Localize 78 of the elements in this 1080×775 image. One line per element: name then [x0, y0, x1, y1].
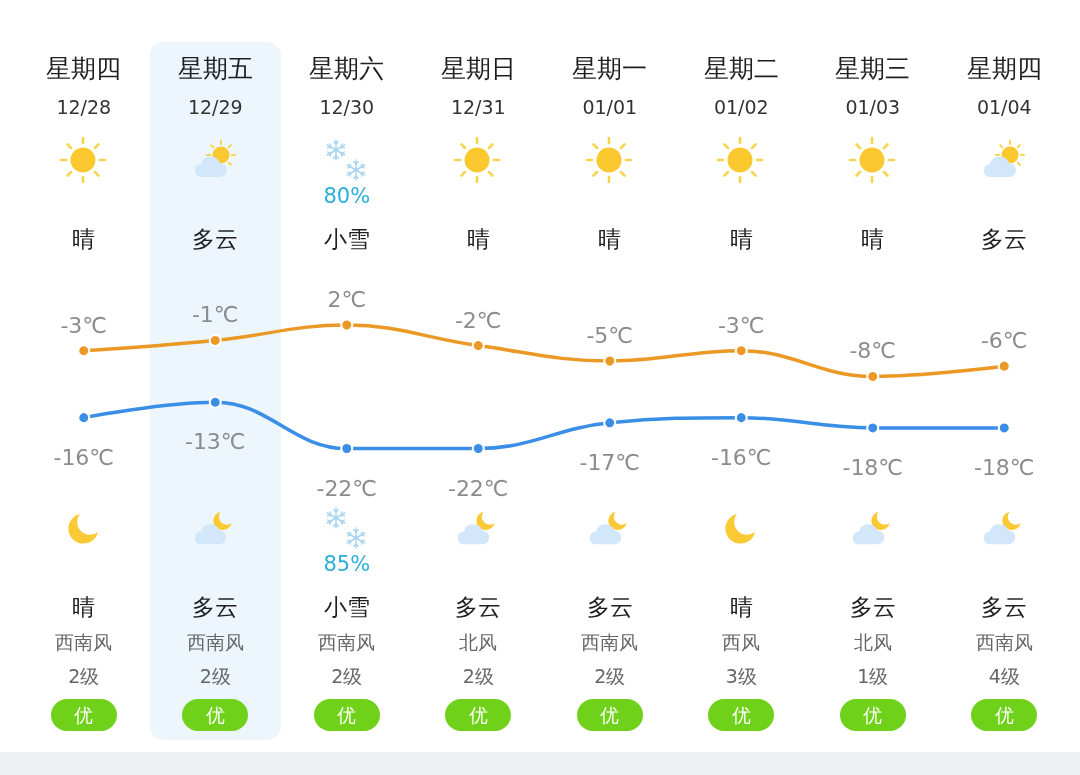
text: 西风 — [722, 630, 761, 653]
text: 多云 — [981, 594, 1028, 621]
data-label: -17℃ — [579, 449, 641, 475]
data-label: 2℃ — [327, 286, 367, 312]
quality-badge: 优 — [971, 699, 1038, 731]
data-label: -18℃ — [842, 454, 904, 480]
point — [997, 359, 1011, 373]
text: 2级 — [199, 664, 231, 687]
quality-badge: 优 — [50, 699, 117, 731]
text: 小雪 — [323, 594, 370, 621]
quality-badge: 优 — [313, 699, 380, 731]
text: 小雪 — [323, 226, 370, 253]
text: 2级 — [594, 664, 626, 687]
text: 85% — [323, 552, 371, 577]
text: 西南风 — [975, 630, 1033, 653]
data-label: -3℃ — [717, 312, 765, 338]
text: 多云 — [849, 594, 896, 621]
data-label: -3℃ — [60, 312, 108, 338]
x-tick-label: 星期二 01/02 — [703, 53, 779, 118]
point — [340, 318, 354, 332]
text: 晴 — [729, 594, 753, 621]
point — [77, 411, 91, 425]
data-label: -6℃ — [980, 328, 1028, 354]
text: 多云 — [192, 226, 239, 253]
data-label: -2℃ — [454, 307, 502, 333]
point — [997, 421, 1011, 435]
text: 1级 — [857, 664, 889, 687]
point — [734, 344, 748, 358]
text: 晴 — [72, 594, 96, 621]
text: 多云 — [192, 594, 239, 621]
text: 多云 — [586, 594, 633, 621]
data-label: -16℃ — [53, 444, 115, 470]
text: 晴 — [466, 226, 490, 253]
text: 晴 — [598, 226, 622, 253]
data-label: -13℃ — [184, 429, 246, 455]
x-tick-label: 星期日 12/31 — [440, 53, 516, 118]
quality-badge: 优 — [839, 699, 906, 731]
text: 西南风 — [186, 630, 244, 653]
quality-badge: 优 — [445, 699, 512, 731]
x-tick-label: 星期一 01/01 — [572, 53, 648, 118]
text: 晴 — [729, 226, 753, 253]
text: 晴 — [72, 226, 96, 253]
point — [77, 344, 91, 358]
quality-badge: 优 — [182, 699, 249, 731]
text: 西南风 — [581, 630, 639, 653]
x-tick-label: 星期四 01/04 — [966, 53, 1042, 118]
text: 80% — [323, 184, 371, 209]
point — [734, 411, 748, 425]
point — [603, 354, 617, 368]
data-label: -22℃ — [316, 475, 378, 501]
x-tick-label: 星期三 01/03 — [835, 53, 911, 118]
quality-badge: 优 — [708, 699, 775, 731]
point — [603, 416, 617, 430]
text: 西南风 — [318, 630, 376, 653]
point — [866, 421, 880, 435]
quality-badge: 优 — [576, 699, 643, 731]
point — [208, 333, 222, 347]
text: 4级 — [988, 664, 1020, 687]
x-tick-label: 星期四 12/28 — [46, 53, 122, 118]
data-label: -8℃ — [849, 338, 897, 364]
text: 多云 — [981, 226, 1028, 253]
data-label: -1℃ — [191, 302, 239, 328]
text: 2级 — [462, 664, 494, 687]
text: 3级 — [725, 664, 757, 687]
point — [208, 395, 222, 409]
text: 2级 — [331, 664, 363, 687]
data-label: -18℃ — [973, 454, 1035, 480]
x-tick-label: 星期五 12/29 — [177, 53, 253, 118]
data-label: -16℃ — [710, 444, 772, 470]
text: 2级 — [68, 664, 100, 687]
data-label: -5℃ — [586, 323, 634, 349]
text: 西南风 — [55, 630, 113, 653]
data-label: -22℃ — [447, 475, 509, 501]
text: 北风 — [853, 630, 892, 653]
text: 晴 — [861, 226, 885, 253]
text: 多云 — [455, 594, 502, 621]
text: 北风 — [459, 630, 498, 653]
x-tick-label: 星期六 12/30 — [309, 53, 385, 118]
